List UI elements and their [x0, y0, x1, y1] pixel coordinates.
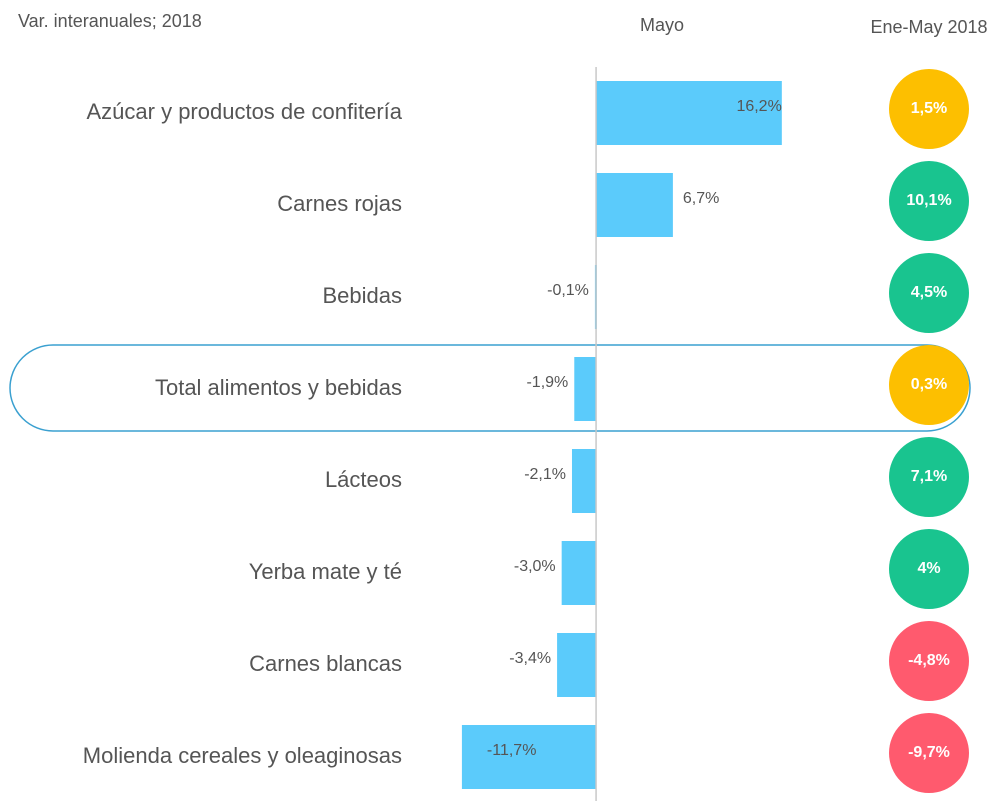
value-label: -2,1%	[524, 466, 566, 483]
badge-label: -9,7%	[908, 744, 950, 761]
period-badge	[889, 345, 969, 425]
bar	[596, 81, 782, 145]
badge-label: -4,8%	[908, 652, 950, 669]
badge-label: 10,1%	[906, 192, 951, 209]
value-label: -0,1%	[547, 282, 589, 299]
badge-label: 7,1%	[911, 468, 947, 485]
value-label: -3,0%	[514, 558, 556, 575]
bar	[574, 357, 597, 421]
period-badge	[889, 437, 969, 517]
period-badge	[889, 713, 969, 793]
category-label: Carnes rojas	[277, 191, 402, 216]
bar	[596, 173, 673, 237]
bar	[461, 725, 597, 789]
badge-label: 1,5%	[911, 100, 947, 117]
chart-title: Var. interanuales; 2018	[18, 11, 202, 31]
badge-label: 4,5%	[911, 284, 947, 301]
value-label: 6,7%	[683, 190, 719, 207]
badge-label: 4%	[917, 560, 940, 577]
value-label: -1,9%	[526, 374, 568, 391]
category-label: Azúcar y productos de confitería	[87, 99, 403, 124]
column-header: Mayo	[640, 15, 684, 35]
value-label: 16,2%	[736, 98, 781, 115]
period-badge	[889, 161, 969, 241]
highlight-outline	[9, 344, 971, 432]
bar	[571, 449, 597, 513]
category-label: Molienda cereales y oleaginosas	[83, 743, 402, 768]
column-header: Ene-May 2018	[870, 17, 987, 37]
period-badge	[889, 529, 969, 609]
category-label: Carnes blancas	[249, 651, 402, 676]
badge-label: 0,3%	[911, 376, 947, 393]
period-badge	[889, 621, 969, 701]
value-label: -11,7%	[487, 742, 537, 759]
period-badge	[889, 253, 969, 333]
period-badge	[889, 69, 969, 149]
value-label: -3,4%	[509, 650, 551, 667]
bar	[561, 541, 597, 605]
bar	[557, 633, 597, 697]
category-label: Total alimentos y bebidas	[155, 375, 402, 400]
category-label: Lácteos	[325, 467, 402, 492]
category-label: Bebidas	[322, 283, 402, 308]
category-label: Yerba mate y té	[249, 559, 402, 584]
